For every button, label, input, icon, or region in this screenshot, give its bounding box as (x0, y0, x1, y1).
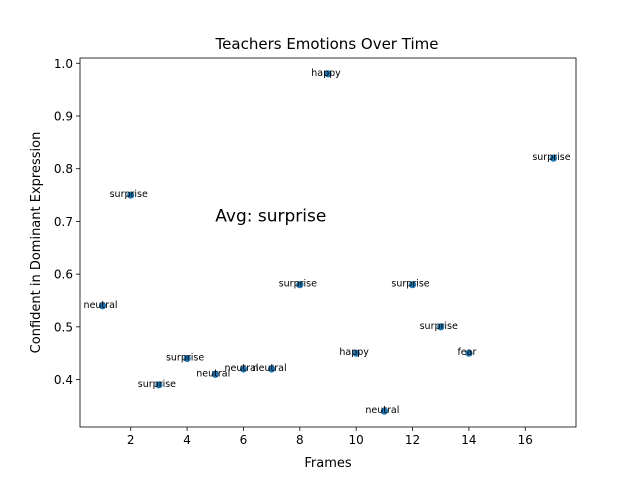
data-point-label: surprise (110, 189, 148, 200)
x-tick-label: 16 (518, 433, 533, 447)
y-tick-label: 0.8 (54, 162, 73, 176)
data-point (324, 70, 332, 78)
x-tick-label: 14 (461, 433, 476, 447)
y-tick-label: 0.5 (54, 320, 73, 334)
data-point (437, 323, 445, 331)
data-point (352, 349, 360, 357)
x-tick-label: 12 (405, 433, 420, 447)
data-point-label: surprise (138, 379, 176, 390)
data-point-label: surprise (532, 152, 570, 163)
x-tick-label: 8 (296, 433, 304, 447)
x-tick-label: 6 (240, 433, 248, 447)
data-point (268, 365, 276, 373)
y-tick-label: 1.0 (54, 57, 73, 71)
data-point-label: happy (311, 68, 341, 79)
data-point (408, 281, 417, 289)
data-labels: neutralsurprisesurprisesurpriseneutralne… (84, 68, 571, 416)
y-tick-label: 0.6 (54, 268, 73, 282)
data-point (380, 407, 388, 415)
y-tick-label: 0.7 (54, 215, 73, 229)
y-axis-label: Confident in Dominant Expression (29, 132, 44, 354)
y-tick-label: 0.9 (54, 109, 73, 123)
data-point-label: neutral (224, 363, 258, 374)
axis-ticks: 2 4 6 8 10 12 14 16 0.4 0.5 0.6 0.7 0.8 0.9 1.0 (54, 57, 533, 447)
data-point (98, 302, 107, 310)
x-tick-label: 2 (127, 433, 135, 447)
data-point (183, 354, 191, 363)
data-point-label: neutral (84, 300, 118, 311)
data-point-label: neutral (365, 405, 399, 416)
y-tick-label: 0.4 (54, 373, 73, 387)
plot-area-frame (79, 57, 577, 428)
data-point-label: neutral (196, 368, 230, 379)
data-point (155, 381, 163, 389)
data-points (98, 70, 558, 415)
x-tick-label: 10 (349, 433, 364, 447)
data-point-label: fear (457, 347, 476, 358)
x-axis-label: Frames (304, 456, 352, 471)
data-point-label: surprise (166, 352, 204, 363)
data-point-label: neutral (253, 363, 287, 374)
data-point-label: surprise (279, 279, 317, 290)
data-point (296, 281, 304, 289)
data-point (465, 349, 473, 357)
x-tick-label: 4 (183, 433, 191, 447)
average-annotation: Avg: surprise (215, 206, 326, 226)
data-point-label: surprise (391, 279, 429, 290)
data-point (549, 154, 558, 162)
data-point (239, 365, 248, 373)
data-point (211, 370, 219, 378)
data-point-label: happy (339, 347, 369, 358)
data-point (127, 191, 135, 199)
data-point-label: surprise (420, 321, 458, 332)
chart-title: Teachers Emotions Over Time (215, 35, 439, 53)
